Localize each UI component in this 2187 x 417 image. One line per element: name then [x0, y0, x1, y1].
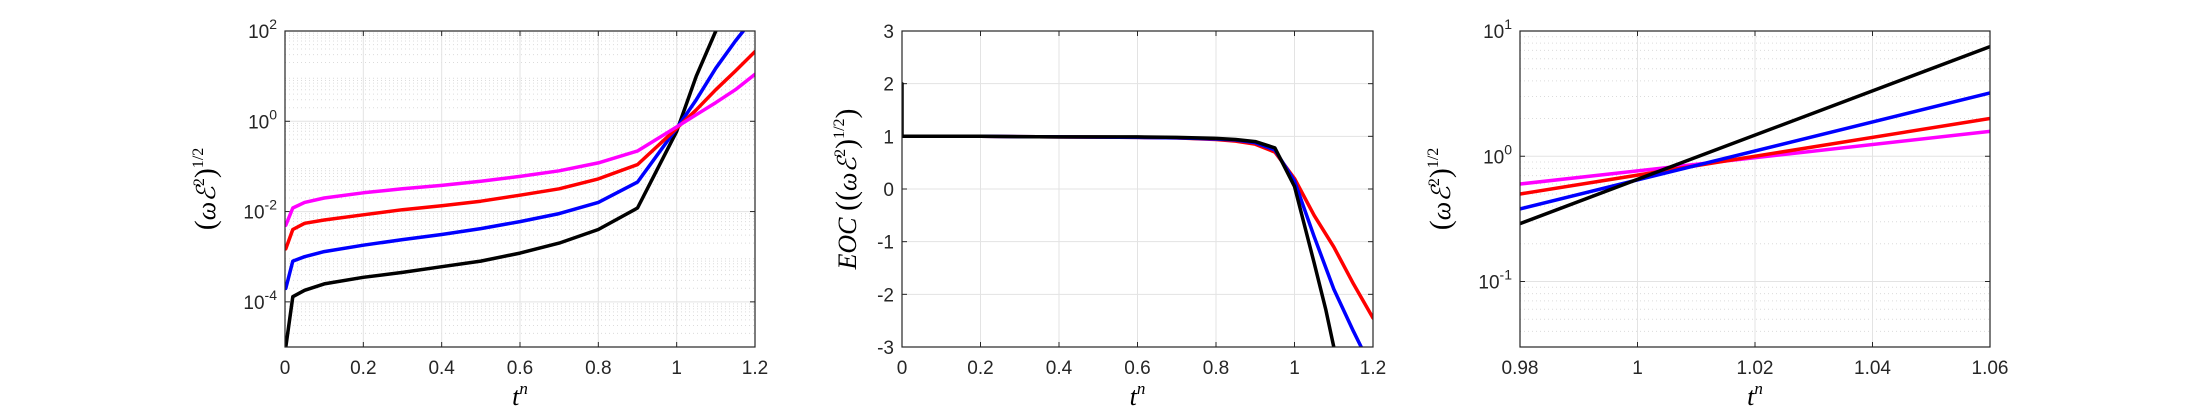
series-line-2 — [1520, 116, 1990, 196]
x-tick-label: 0.8 — [585, 358, 611, 379]
x-tick-label: 1.2 — [742, 358, 768, 379]
axes-box — [901, 30, 1374, 348]
axes-box — [284, 30, 756, 348]
x-tick-label: 1 — [671, 358, 682, 379]
x-axis-label: tn — [1130, 379, 1146, 411]
y-axis-label: EOC ((ωℰ2)1/2) — [830, 108, 863, 270]
series-line-3 — [285, 49, 755, 251]
y-tick-label: 10-1 — [1478, 267, 1512, 294]
series-group — [285, 31, 755, 347]
series-line-3 — [1520, 91, 1990, 211]
x-tick-label: 1 — [1289, 358, 1300, 379]
y-axis-label: (ωℰ2)1/2 — [1424, 148, 1457, 231]
series-group — [902, 81, 1373, 347]
y-tick-label: 101 — [1483, 16, 1512, 43]
x-tick-label: 1 — [1632, 358, 1643, 379]
x-tick-label: 0.8 — [1203, 358, 1229, 379]
y-tick-label: 100 — [248, 106, 277, 133]
y-tick-label: 0 — [883, 180, 894, 201]
x-tick-label: 0.2 — [967, 358, 993, 379]
y-axis-label: (ωℰ2)1/2 — [189, 148, 222, 231]
x-axis-label: tn — [1747, 379, 1763, 411]
y-tick-label: -2 — [877, 285, 894, 306]
axes-box — [1519, 30, 1991, 348]
y-tick-label: 10-2 — [243, 197, 277, 224]
x-tick-label: 0 — [897, 358, 908, 379]
x-tick-label: 0.4 — [1046, 358, 1073, 379]
series-line-1 — [285, 31, 718, 347]
y-tick-label: 2 — [883, 75, 894, 96]
y-tick-label: -3 — [877, 338, 894, 359]
y-tick-label: -1 — [877, 233, 894, 254]
series-line-4 — [1520, 44, 1990, 226]
x-axis-label: tn — [512, 379, 528, 411]
y-tick-label: 10-4 — [243, 287, 277, 314]
x-tick-label: 1.2 — [1360, 358, 1386, 379]
x-tick-label: 0.98 — [1502, 358, 1539, 379]
x-tick-label: 1.04 — [1854, 358, 1891, 379]
x-tick-label: 0.6 — [507, 358, 533, 379]
x-tick-label: 0.6 — [1124, 358, 1150, 379]
y-tick-label: 100 — [1483, 141, 1512, 168]
y-tick-label: 1 — [883, 127, 894, 148]
x-tick-label: 0.2 — [350, 358, 376, 379]
series-line-3 — [902, 81, 1336, 347]
chart-3: 0.98 1 1.02 1.04 1.06 10-1 100 101 tn (ωℰ2)1/2 — [1424, 16, 2008, 411]
series-group — [1520, 44, 1990, 226]
y-tick-label: 3 — [883, 22, 894, 43]
x-tick-label: 1.02 — [1737, 358, 1774, 379]
chart-1: 0 0.2 0.4 0.6 0.8 1 1.2 10-4 10-2 100 102 tn (ωℰ2)1/… — [189, 16, 768, 411]
x-tick-label: 0.4 — [428, 358, 455, 379]
series-line-4 — [285, 72, 755, 227]
series-line-2 — [285, 31, 746, 291]
chart-2: 0 0.2 0.4 0.6 0.8 1 1.2 -3 -2 -1 0 1 2 3 tn EOC ((ωℰ2)1… — [830, 22, 1386, 411]
x-tick-label: 1.06 — [1972, 358, 2009, 379]
y-tick-label: 102 — [248, 16, 277, 43]
x-tick-label: 0 — [280, 358, 291, 379]
